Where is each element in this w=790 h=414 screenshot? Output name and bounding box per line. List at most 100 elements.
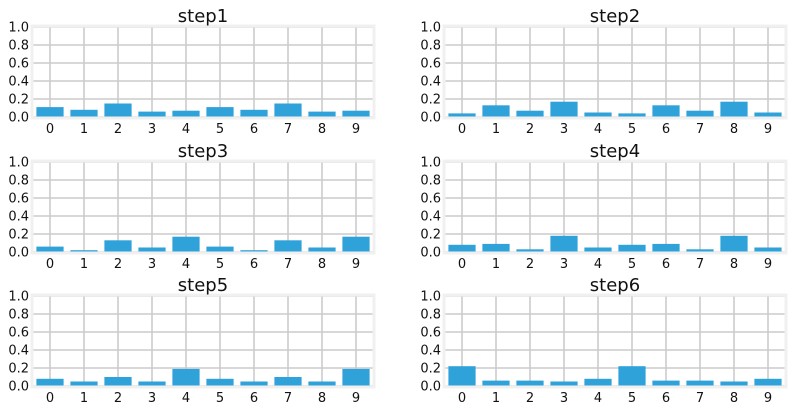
bar-7 (274, 240, 302, 252)
bar-5 (618, 244, 646, 252)
bar-6 (652, 105, 680, 117)
x-tick-label: 4 (182, 122, 190, 137)
y-tick-label: 0.0 (420, 380, 441, 395)
bar-3 (550, 381, 578, 386)
bar-3 (138, 247, 166, 252)
subplot-1: 0.0 0.2 0.4 0.6 0.8 1.0 0 1 2 3 4 5 6 7 8 9 step1 (8, 6, 376, 137)
x-tick-label: 0 (46, 391, 54, 406)
plot-area (33, 296, 373, 386)
bar-0 (36, 378, 64, 386)
plot-frame (442, 293, 788, 389)
x-tick-label: 2 (526, 122, 534, 137)
bar-6 (240, 250, 268, 252)
y-tick-label: 0.0 (8, 380, 29, 395)
x-tick-label: 4 (594, 122, 602, 137)
bar-0 (448, 244, 476, 252)
y-tick-label: 0.2 (420, 228, 441, 243)
bar-6 (652, 380, 680, 386)
x-tick-label: 0 (458, 391, 466, 406)
y-tick-label: 0.2 (420, 362, 441, 377)
x-tick-label: 5 (216, 257, 224, 272)
x-tick-label: 9 (764, 391, 772, 406)
x-tick-label: 9 (352, 257, 360, 272)
x-tick-label: 1 (492, 122, 500, 137)
plot-area (33, 162, 373, 252)
x-tick-label: 5 (628, 391, 636, 406)
y-tick-label: 0.2 (420, 93, 441, 108)
x-tick-label: 0 (458, 257, 466, 272)
x-tick-label: 7 (284, 257, 292, 272)
bar-7 (274, 103, 302, 117)
bar-5 (618, 366, 646, 386)
bar-5 (206, 107, 234, 117)
y-tick-label: 0.4 (420, 344, 441, 359)
y-tick-label: 1.0 (420, 156, 441, 171)
x-tick-label: 4 (182, 257, 190, 272)
y-tick-label: 0.8 (8, 39, 29, 54)
bar-9 (342, 368, 370, 386)
plot-area (445, 296, 785, 386)
bar-4 (172, 368, 200, 386)
y-tick-label: 0.8 (8, 174, 29, 189)
y-tick-label: 0.2 (8, 228, 29, 243)
y-tick-label: 1.0 (420, 290, 441, 305)
y-tick-label: 0.0 (8, 111, 29, 126)
bar-8 (308, 381, 336, 386)
y-tick-label: 0.6 (420, 192, 441, 207)
bar-2 (516, 110, 544, 117)
bar-7 (686, 110, 714, 117)
x-tick-label: 6 (250, 257, 258, 272)
subplot-title: step5 (178, 275, 228, 296)
subplot-title: step6 (590, 275, 640, 296)
x-tick-label: 1 (80, 391, 88, 406)
bar-6 (240, 109, 268, 117)
bar-9 (342, 236, 370, 252)
bar-4 (584, 247, 612, 252)
x-tick-label: 8 (318, 391, 326, 406)
x-tick-label: 6 (250, 122, 258, 137)
plot-frame (30, 159, 376, 255)
bar-8 (720, 235, 748, 252)
y-tick-label: 1.0 (8, 290, 29, 305)
bar-1 (482, 243, 510, 252)
bar-6 (240, 381, 268, 386)
y-tick-label: 0.0 (420, 246, 441, 261)
x-tick-label: 2 (114, 257, 122, 272)
bar-3 (550, 101, 578, 117)
y-tick-label: 0.6 (8, 57, 29, 72)
bar-4 (584, 378, 612, 386)
subplot-3: 0.0 0.2 0.4 0.6 0.8 1.0 0 1 2 3 4 5 6 7 8 9 step3 (8, 141, 376, 272)
x-tick-label: 4 (594, 391, 602, 406)
y-tick-label: 0.8 (8, 308, 29, 323)
x-tick-label: 3 (148, 257, 156, 272)
bar-1 (70, 381, 98, 386)
x-tick-label: 8 (730, 391, 738, 406)
subplot-title: step1 (178, 6, 228, 27)
bar-2 (104, 240, 132, 252)
x-tick-label: 7 (696, 122, 704, 137)
subplot-title: step3 (178, 141, 228, 162)
x-tick-label: 6 (662, 257, 670, 272)
bar-8 (720, 101, 748, 117)
bar-3 (550, 235, 578, 252)
x-tick-label: 9 (764, 122, 772, 137)
bar-5 (206, 378, 234, 386)
x-tick-label: 6 (662, 391, 670, 406)
x-tick-label: 1 (80, 257, 88, 272)
bar-2 (516, 380, 544, 386)
y-tick-label: 0.0 (8, 246, 29, 261)
subplot-title: step2 (590, 6, 640, 27)
x-tick-label: 7 (696, 257, 704, 272)
bar-4 (172, 236, 200, 252)
x-tick-label: 3 (560, 122, 568, 137)
bar-7 (686, 249, 714, 252)
bar-0 (448, 113, 476, 117)
bar-9 (754, 247, 782, 252)
x-tick-label: 9 (352, 391, 360, 406)
plot-frame (30, 293, 376, 389)
bar-1 (482, 105, 510, 117)
x-tick-label: 5 (628, 257, 636, 272)
y-tick-label: 0.0 (420, 111, 441, 126)
